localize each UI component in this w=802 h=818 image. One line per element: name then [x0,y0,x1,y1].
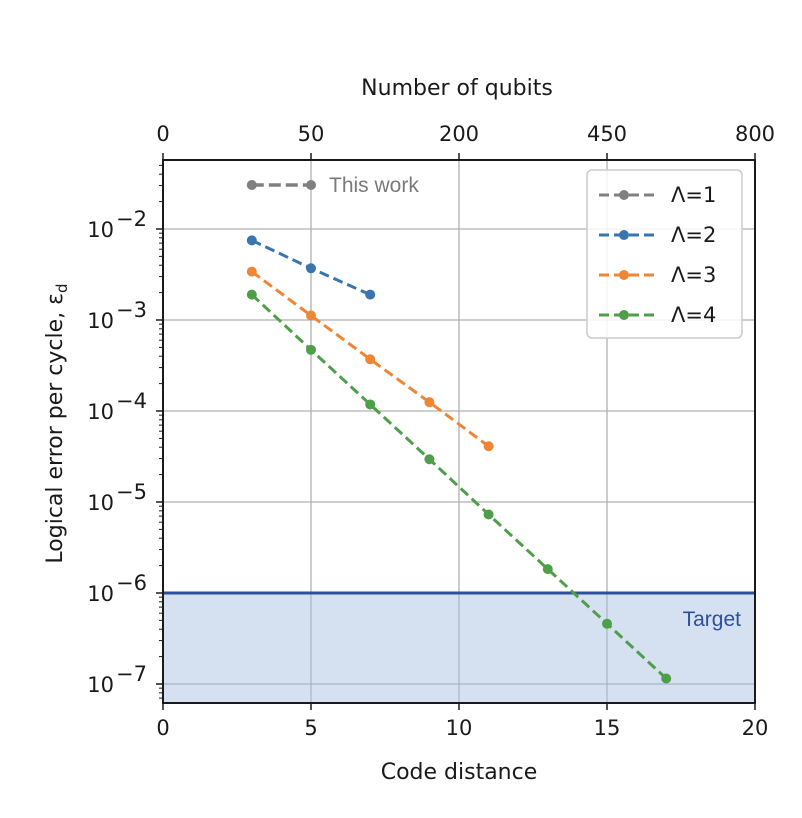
data-point [246,289,257,300]
annotation-label: This work [329,174,419,197]
x-top-tick-label: 0 [156,122,169,146]
data-point [365,399,376,410]
x-top-tick-label: 50 [298,122,325,146]
data-point [306,310,316,321]
data-point [365,354,376,365]
series-line [250,293,668,680]
y-tick-exponent: −2 [116,207,147,231]
series-layer [246,235,672,684]
y-tick-label: 10 [87,218,114,242]
y-tick-exponent: −5 [116,480,147,504]
x-axis-title: Code distance [381,760,538,785]
y-axis-title: Logical error per cycle, εd [43,283,71,563]
target-region: Target [162,591,756,703]
legend-marker [619,190,629,200]
y-tick-exponent: −3 [116,298,147,322]
x-top-tick-label: 800 [735,122,775,146]
data-point [246,266,257,277]
legend: Λ=1 Λ=2 Λ=3 Λ=4 [586,169,743,339]
legend-label: Λ=3 [671,263,716,287]
data-point [424,454,435,465]
data-point [246,235,257,246]
y-tick-label: 10 [87,673,114,697]
y-tick-label: 10 [87,400,114,424]
data-point [542,564,553,575]
annotation-layer: This work [246,174,419,197]
x-top-axis-title: Number of qubits [361,76,553,101]
y-tick-exponent: −6 [116,571,147,595]
data-point [483,441,494,452]
legend-marker [619,230,629,240]
legend-label: Λ=4 [671,303,716,327]
x-top-tick-label: 200 [439,122,479,146]
y-tick-label: 10 [87,491,114,515]
x-tick-label: 20 [742,716,769,740]
data-point [661,673,672,684]
data-point [602,618,612,629]
annotation-point [246,180,257,190]
x-tick-label: 15 [594,716,621,740]
target-label: Target [683,608,742,631]
y-axis-title-subscript: d [53,283,71,293]
y-tick-label: 10 [87,582,114,606]
x-top-tick-label: 450 [587,122,627,146]
data-point [424,397,435,408]
data-point [306,263,316,274]
series-line [250,270,490,448]
y-tick-exponent: −7 [116,662,147,686]
data-point [306,344,316,355]
data-point [365,289,376,300]
x-tick-label: 10 [446,716,473,740]
ticks: 0055010200154502080010−210−310−410−510−6… [87,122,775,740]
legend-marker [619,270,629,280]
annotation-point [306,180,316,190]
y-axis-title-text: Logical error per cycle, ε [43,293,68,564]
legend-label: Λ=1 [671,183,716,207]
legend-marker [619,310,629,320]
x-tick-label: 5 [304,716,317,740]
y-tick-exponent: −4 [116,389,147,413]
y-tick-label: 10 [87,309,114,333]
legend-box [586,169,743,339]
data-point [483,509,494,520]
legend-label: Λ=2 [671,223,716,247]
x-tick-label: 0 [156,716,169,740]
